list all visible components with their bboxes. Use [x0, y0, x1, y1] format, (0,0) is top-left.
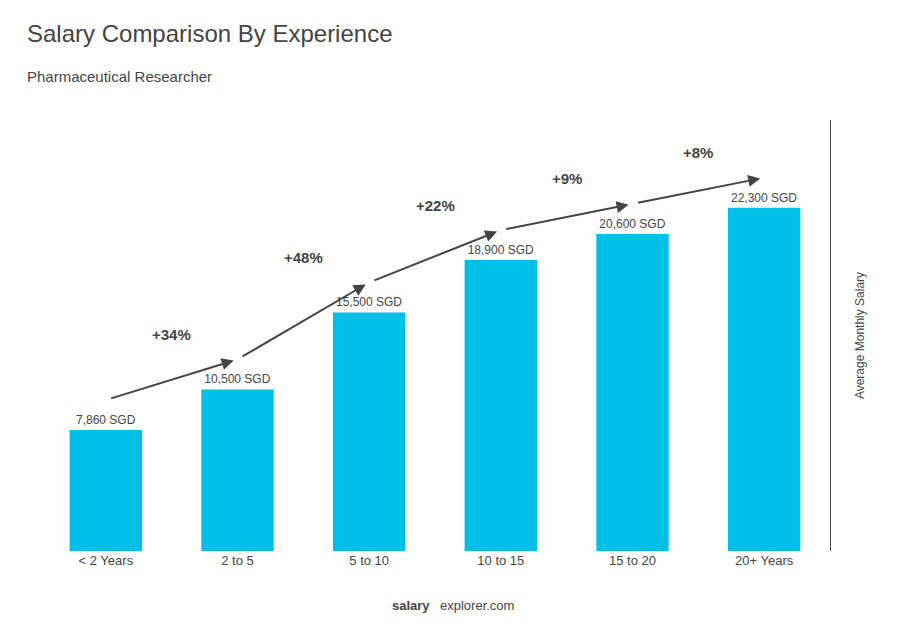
svg-text:7,860 SGD: 7,860 SGD	[76, 413, 136, 427]
svg-text:salary: salary	[392, 598, 430, 613]
svg-text:+9%: +9%	[552, 170, 582, 187]
svg-text:Pharmaceutical Researcher: Pharmaceutical Researcher	[27, 68, 212, 85]
svg-text:5 to 10: 5 to 10	[349, 553, 389, 568]
svg-text:10,500 SGD: 10,500 SGD	[204, 372, 270, 386]
svg-text:Average Monthly Salary: Average Monthly Salary	[853, 272, 867, 399]
svg-text:18,900 SGD: 18,900 SGD	[468, 243, 534, 257]
svg-text:+22%: +22%	[416, 197, 455, 214]
svg-text:< 2 Years: < 2 Years	[79, 553, 134, 568]
svg-text:Salary Comparison By Experienc: Salary Comparison By Experience	[27, 20, 393, 47]
svg-text:+48%: +48%	[284, 249, 323, 266]
svg-text:+34%: +34%	[152, 326, 191, 343]
svg-text:20+ Years: 20+ Years	[735, 553, 794, 568]
svg-text:+8%: +8%	[683, 144, 713, 161]
svg-text:10 to 15: 10 to 15	[477, 553, 524, 568]
svg-text:explorer.com: explorer.com	[440, 598, 514, 613]
svg-text:20,600 SGD: 20,600 SGD	[599, 217, 665, 231]
svg-text:15,500 SGD: 15,500 SGD	[336, 295, 402, 309]
svg-text:2 to 5: 2 to 5	[221, 553, 254, 568]
svg-text:22,300 SGD: 22,300 SGD	[731, 191, 797, 205]
svg-text:15 to 20: 15 to 20	[609, 553, 656, 568]
